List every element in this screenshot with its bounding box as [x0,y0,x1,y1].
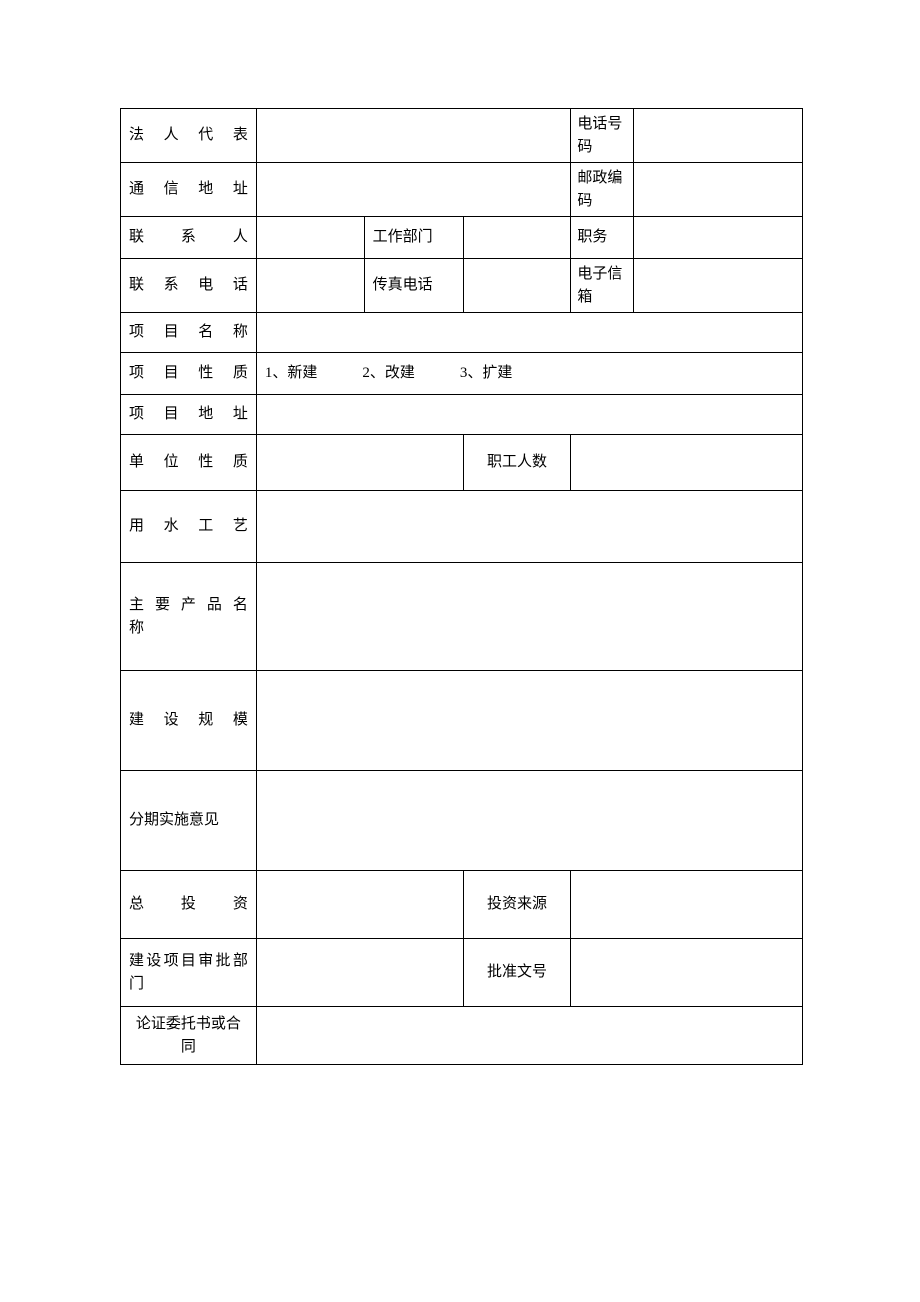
value-project-nature: 1、新建 2、改建 3、扩建 [256,353,802,395]
value-investment-source [571,871,803,939]
row-total-investment: 总 投 资 投资来源 [121,871,803,939]
row-address: 通信地址 邮政编码 [121,163,803,217]
value-contact-person [256,217,364,259]
label-project-address: 项目地址 [121,395,257,435]
label-unit-nature: 单位性质 [121,435,257,491]
row-unit-nature: 单位性质 职工人数 [121,435,803,491]
row-phased-opinion: 分期实施意见 [121,771,803,871]
value-project-address [256,395,802,435]
value-work-dept [463,217,571,259]
row-water-process: 用水工艺 [121,491,803,563]
label-total-investment: 总 投 资 [121,871,257,939]
row-contact-person: 联 系 人 工作部门 职务 [121,217,803,259]
value-approval-dept [256,939,463,1007]
row-approval-dept: 建设项目审批部门 批准文号 [121,939,803,1007]
label-project-nature: 项目性质 [121,353,257,395]
row-construction-scale: 建设规模 [121,671,803,771]
value-unit-nature [256,435,463,491]
value-legal-rep [256,109,570,163]
label-legal-rep: 法人代表 [121,109,257,163]
value-approval-no [571,939,803,1007]
value-phased-opinion [256,771,802,871]
label-email: 电子信箱 [571,259,634,313]
value-entrust-contract [256,1007,802,1065]
label-employee-count: 职工人数 [463,435,571,491]
label-postal-code: 邮政编码 [571,163,634,217]
value-email [634,259,803,313]
label-project-name: 项目名称 [121,313,257,353]
value-address [256,163,570,217]
row-contact-phone: 联系电话 传真电话 电子信箱 [121,259,803,313]
value-fax [463,259,571,313]
label-investment-source: 投资来源 [463,871,571,939]
label-phone-no: 电话号码 [571,109,634,163]
value-water-process [256,491,802,563]
value-contact-phone [256,259,364,313]
project-form-table: 法人代表 电话号码 通信地址 邮政编码 联 系 人 工作部门 职务 联系电话 传… [120,108,803,1065]
row-main-product: 主要产品名 称 [121,563,803,671]
value-main-product [256,563,802,671]
label-construction-scale: 建设规模 [121,671,257,771]
label-work-dept: 工作部门 [364,217,463,259]
value-phone-no [634,109,803,163]
label-approval-dept: 建设项目审批部门 [121,939,257,1007]
label-phased-opinion: 分期实施意见 [121,771,257,871]
label-contact-phone: 联系电话 [121,259,257,313]
label-main-product: 主要产品名 称 [121,563,257,671]
value-total-investment [256,871,463,939]
value-construction-scale [256,671,802,771]
label-address: 通信地址 [121,163,257,217]
value-postal-code [634,163,803,217]
row-project-name: 项目名称 [121,313,803,353]
label-entrust-contract: 论证委托书或合同 [121,1007,257,1065]
label-approval-no: 批准文号 [463,939,571,1007]
row-entrust-contract: 论证委托书或合同 [121,1007,803,1065]
row-project-address: 项目地址 [121,395,803,435]
value-employee-count [571,435,803,491]
label-fax: 传真电话 [364,259,463,313]
label-water-process: 用水工艺 [121,491,257,563]
value-project-name [256,313,802,353]
value-position [634,217,803,259]
row-project-nature: 项目性质 1、新建 2、改建 3、扩建 [121,353,803,395]
row-legal-rep: 法人代表 电话号码 [121,109,803,163]
label-contact-person: 联 系 人 [121,217,257,259]
label-position: 职务 [571,217,634,259]
